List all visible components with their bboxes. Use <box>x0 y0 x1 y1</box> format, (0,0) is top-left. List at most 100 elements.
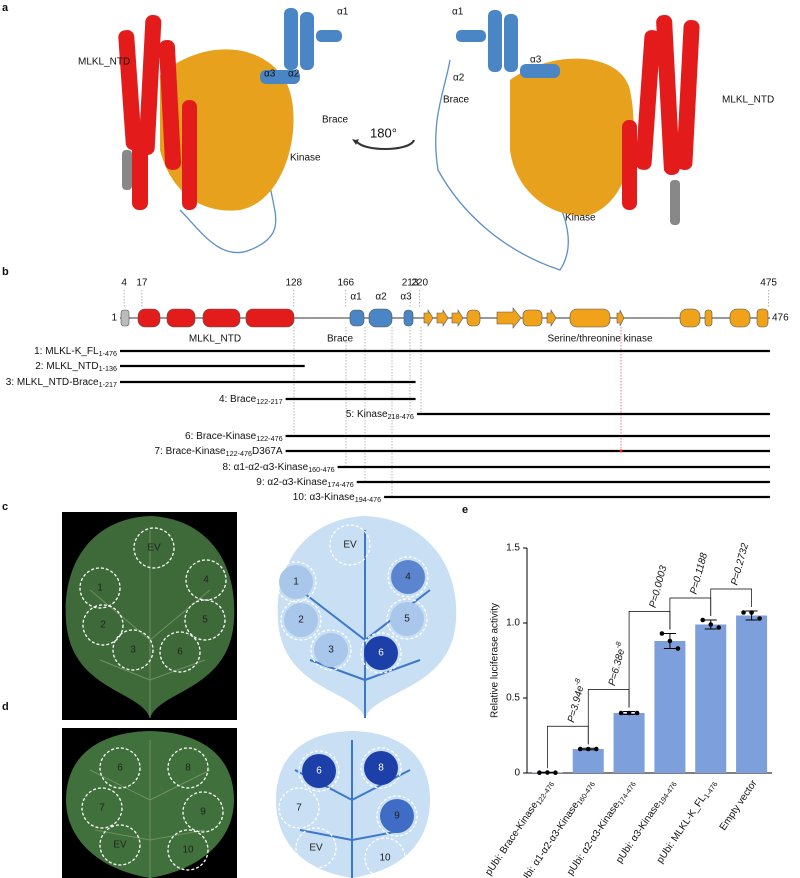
structure-label: Kinase <box>565 213 596 224</box>
leaf-veins <box>89 530 211 718</box>
p-value-part: P=0.2732 <box>729 542 751 587</box>
spot-label: 5 <box>202 615 208 626</box>
infiltration-spot <box>167 829 209 871</box>
structure-left <box>118 8 342 254</box>
infiltration-spot <box>185 559 227 601</box>
spot-label: 2 <box>298 615 304 626</box>
data-point <box>577 746 583 752</box>
p-value-part: P=0.1188 <box>688 551 710 595</box>
spot-label: 6 <box>177 647 183 658</box>
spot-label: 4 <box>203 575 209 586</box>
domain-label: Brace <box>327 334 354 345</box>
stain-spot <box>364 636 398 670</box>
construct-label: 9: α2-α3-Kinase174-476 <box>256 477 353 489</box>
construct-label: 6: Brace-Kinase122-476 <box>185 431 283 443</box>
spot-label: 10 <box>182 845 194 856</box>
y-axis-label: Relative luciferase activity <box>490 603 501 718</box>
y-tick-label: 1.0 <box>506 618 520 629</box>
infiltration-spot <box>79 567 121 609</box>
range-label: 1 <box>111 313 117 324</box>
construct-label-part: 2: MLKL_NTD <box>35 361 98 372</box>
construct-label-part: 1-476 <box>99 349 117 358</box>
spot-label: 1 <box>97 583 103 594</box>
construct-label: 8: α1-α2-α3-Kinase160-476 <box>222 462 334 474</box>
data-point <box>545 770 550 775</box>
data-point <box>667 638 673 644</box>
infiltration-spot <box>167 747 209 789</box>
bar <box>695 624 727 773</box>
infiltration-spot <box>82 604 124 646</box>
spot-label: EV <box>343 540 357 551</box>
rotation-arrow <box>352 139 415 150</box>
structure-label: α1 <box>452 7 464 18</box>
p-value: P=6.38e-8 <box>603 641 629 687</box>
construct-label-part: 7: Brace-Kinase <box>154 446 226 457</box>
spot-label: 6 <box>378 648 384 659</box>
structure-label: Kinase <box>290 153 321 164</box>
bar <box>572 749 604 773</box>
significance-bracket <box>710 588 752 616</box>
infiltration-spot <box>184 599 226 641</box>
data-point <box>757 616 762 621</box>
panel-letter: c <box>2 501 8 513</box>
position-label: 220 <box>411 278 428 289</box>
spot-label: 1 <box>293 577 299 588</box>
construct-label-part: 9: α2-α3-Kinase <box>256 477 327 488</box>
x-tick-label: Empty vector <box>718 777 760 832</box>
range-label: 476 <box>772 313 789 324</box>
infiltration-spot <box>112 629 154 671</box>
helix-label: α2 <box>375 292 387 303</box>
construct-label-part: 3: MLKL_NTD-Brace <box>6 377 99 388</box>
infiltration-spot <box>280 599 322 641</box>
p-value-part: -8 <box>613 641 623 650</box>
p-value-part: P=3.94e <box>566 684 586 724</box>
position-label: 475 <box>760 278 777 289</box>
leaf-veins <box>89 740 211 878</box>
position-label: 128 <box>285 278 302 289</box>
spot-label: 6 <box>117 763 123 774</box>
x-tick-label: pUbi: α1-α2-α3-Kinase160-476 <box>516 778 597 878</box>
infiltration-spot <box>387 556 429 598</box>
spot-label: 2 <box>100 620 106 631</box>
data-point <box>716 625 722 630</box>
infiltration-spot <box>275 561 317 603</box>
infiltration-spot <box>159 631 201 673</box>
structure-label: α2 <box>453 73 465 84</box>
spot-label: 7 <box>99 803 105 814</box>
construct-label-part: 160-476 <box>308 465 334 474</box>
spot-label: 8 <box>185 763 191 774</box>
x-tick-label-part: 122-476 <box>534 780 556 807</box>
construct-label-part: 6: Brace-Kinase <box>185 431 257 442</box>
structure-label: α3 <box>264 69 276 80</box>
construct-label-part: 8: α1-α2-α3-Kinase <box>222 462 308 473</box>
construct-label: 2: MLKL_NTD1-136 <box>35 361 117 373</box>
data-point <box>537 770 542 775</box>
spot-label: EV <box>147 543 161 554</box>
structure-label: MLKL_NTD <box>722 95 774 106</box>
construct-label: 4: Brace122-217 <box>219 394 283 406</box>
data-point <box>593 746 599 752</box>
spot-label: 3 <box>130 645 136 656</box>
construct-label: 1: MLKL-K_FL1-476 <box>34 346 117 358</box>
bar <box>654 641 686 773</box>
domain-shapes <box>120 307 769 497</box>
p-value-part: -8 <box>572 677 582 686</box>
data-point <box>659 631 665 636</box>
data-point <box>749 610 754 615</box>
construct-label-part: 4: Brace <box>219 394 257 405</box>
spot-label: 7 <box>296 803 302 814</box>
p-value: P=0.2732 <box>729 542 751 587</box>
panel-letter: d <box>2 701 9 713</box>
spot-label: 5 <box>404 614 410 625</box>
x-tick-label-part: pUbi: α3-Kinase <box>614 800 663 866</box>
stain-spot <box>279 565 313 599</box>
stain-spot <box>364 751 398 785</box>
construct-label: 3: MLKL_NTD-Brace1-217 <box>6 377 117 389</box>
structure-label: α1 <box>337 7 349 18</box>
data-point <box>675 646 681 651</box>
stain-spot <box>391 560 425 594</box>
x-tick-label-part: 174-476 <box>616 780 638 807</box>
p-value-part: P=6.38e <box>606 647 626 687</box>
data-point <box>553 770 558 775</box>
